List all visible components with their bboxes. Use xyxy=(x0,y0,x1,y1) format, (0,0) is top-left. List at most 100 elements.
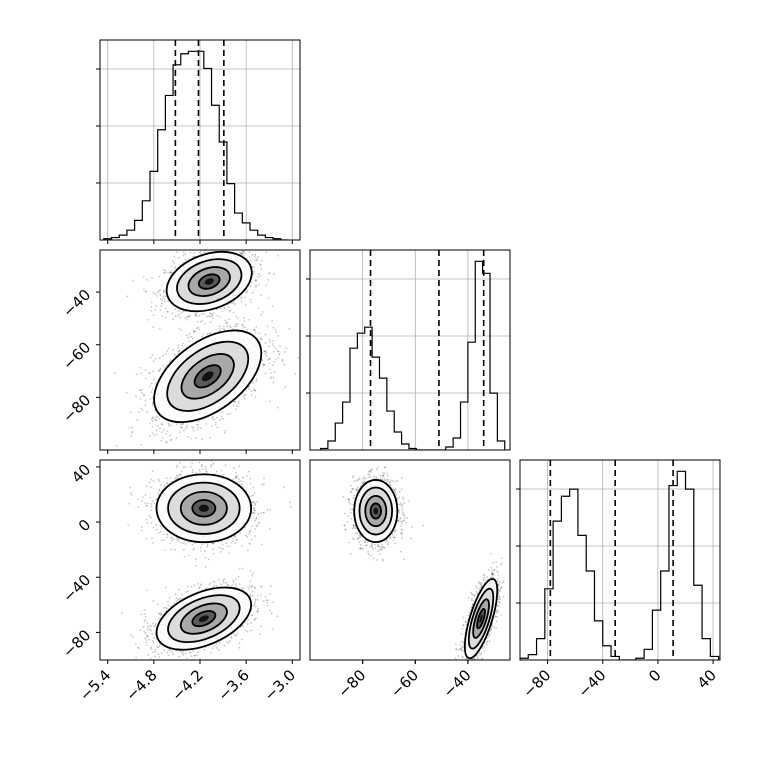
scatter-point xyxy=(177,477,180,479)
scatter-point xyxy=(141,409,143,412)
scatter-point xyxy=(155,419,157,421)
scatter-point xyxy=(254,528,256,530)
scatter-point xyxy=(188,340,191,343)
scatter-point xyxy=(201,438,204,440)
cluster-1 xyxy=(127,460,292,568)
scatter-point xyxy=(229,245,231,247)
scatter-point xyxy=(131,430,134,433)
scatter-point xyxy=(246,289,249,292)
scatter-point xyxy=(253,270,256,273)
scatter-point xyxy=(192,427,195,429)
scatter-point xyxy=(242,251,245,253)
scatter-panel-2 xyxy=(99,459,301,661)
scatter-point xyxy=(260,512,262,515)
scatter-point xyxy=(151,537,153,540)
scatter-point xyxy=(160,423,163,425)
scatter-point xyxy=(173,266,176,269)
scatter-point xyxy=(264,352,266,355)
scatter-point xyxy=(144,404,147,407)
scatter-point xyxy=(232,478,235,481)
scatter-point xyxy=(210,464,213,466)
scatter-point xyxy=(192,330,195,333)
scatter-point xyxy=(141,392,143,394)
scatter-point xyxy=(137,506,140,509)
scatter-point xyxy=(253,259,256,262)
scatter-point xyxy=(250,394,253,396)
scatter-point xyxy=(166,350,169,352)
scatter-point xyxy=(227,235,229,237)
scatter-point xyxy=(211,313,213,316)
scatter-point xyxy=(208,315,210,318)
scatter-point xyxy=(199,549,202,552)
scatter-point xyxy=(182,429,185,432)
scatter-point xyxy=(254,279,257,281)
density-peak xyxy=(201,371,214,382)
scatter-point xyxy=(151,417,154,419)
scatter-point xyxy=(154,293,157,295)
scatter-point xyxy=(264,342,267,344)
scatter-point xyxy=(115,445,118,447)
scatter-point xyxy=(209,332,212,335)
scatter-point xyxy=(242,254,245,256)
scatter-point xyxy=(151,388,154,391)
scatter-point xyxy=(222,244,224,246)
scatter-point xyxy=(151,276,153,279)
scatter-point xyxy=(235,315,237,318)
scatter-point xyxy=(152,360,155,363)
scatter-point xyxy=(272,364,274,366)
scatter-point xyxy=(215,242,217,244)
scatter-point xyxy=(218,546,221,549)
scatter-point xyxy=(252,486,255,489)
scatter-point xyxy=(145,290,147,293)
scatter-point xyxy=(159,289,162,291)
panel-frame xyxy=(309,249,511,451)
scatter-point xyxy=(170,438,173,441)
scatter-point xyxy=(177,352,180,355)
scatter-point xyxy=(264,333,267,336)
scatter-point xyxy=(188,315,191,318)
scatter-point xyxy=(179,316,182,319)
scatter-point xyxy=(243,393,246,396)
scatter-point xyxy=(251,266,254,268)
scatter-point xyxy=(241,253,243,256)
scatter-point xyxy=(272,376,275,379)
scatter-point xyxy=(213,418,216,420)
scatter-point xyxy=(172,349,174,351)
histogram-line xyxy=(103,50,289,240)
scatter-point xyxy=(158,369,160,372)
scatter-point xyxy=(234,535,237,537)
scatter-point xyxy=(151,470,154,472)
scatter-point xyxy=(162,364,164,367)
scatter-point xyxy=(149,486,152,489)
scatter-point xyxy=(173,255,176,258)
scatter-point xyxy=(267,278,270,281)
scatter-point xyxy=(203,251,206,253)
scatter-point xyxy=(150,391,153,393)
scatter-point xyxy=(139,389,142,392)
scatter-point xyxy=(169,439,172,442)
scatter-point xyxy=(166,440,168,443)
scatter-point xyxy=(146,318,149,321)
scatter-point xyxy=(251,501,254,503)
scatter-point xyxy=(244,326,246,329)
scatter-point xyxy=(156,415,159,418)
scatter-point xyxy=(182,310,185,313)
scatter-point xyxy=(234,475,237,478)
scatter-point xyxy=(231,537,234,540)
scatter-point xyxy=(221,327,223,330)
scatter-point xyxy=(181,344,184,347)
scatter-point xyxy=(263,477,265,479)
scatter-point xyxy=(180,426,183,429)
histogram-panel-1 xyxy=(96,39,301,241)
scatter-point xyxy=(159,367,162,370)
scatter-point xyxy=(233,303,236,305)
scatter-point xyxy=(163,367,166,369)
scatter-point xyxy=(158,480,160,482)
scatter-point xyxy=(212,415,214,418)
scatter-point xyxy=(220,417,223,420)
scatter-point xyxy=(152,291,155,294)
scatter-point xyxy=(159,293,162,296)
scatter-point xyxy=(269,368,271,371)
scatter-point xyxy=(269,372,272,374)
scatter-point xyxy=(252,501,255,503)
